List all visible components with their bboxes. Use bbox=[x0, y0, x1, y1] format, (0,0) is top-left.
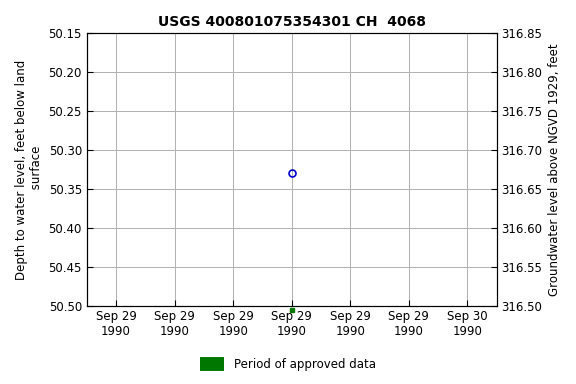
Title: USGS 400801075354301 CH  4068: USGS 400801075354301 CH 4068 bbox=[158, 15, 426, 29]
Y-axis label: Depth to water level, feet below land
 surface: Depth to water level, feet below land su… bbox=[15, 60, 43, 280]
Legend: Period of approved data: Period of approved data bbox=[196, 354, 380, 376]
Y-axis label: Groundwater level above NGVD 1929, feet: Groundwater level above NGVD 1929, feet bbox=[548, 43, 561, 296]
